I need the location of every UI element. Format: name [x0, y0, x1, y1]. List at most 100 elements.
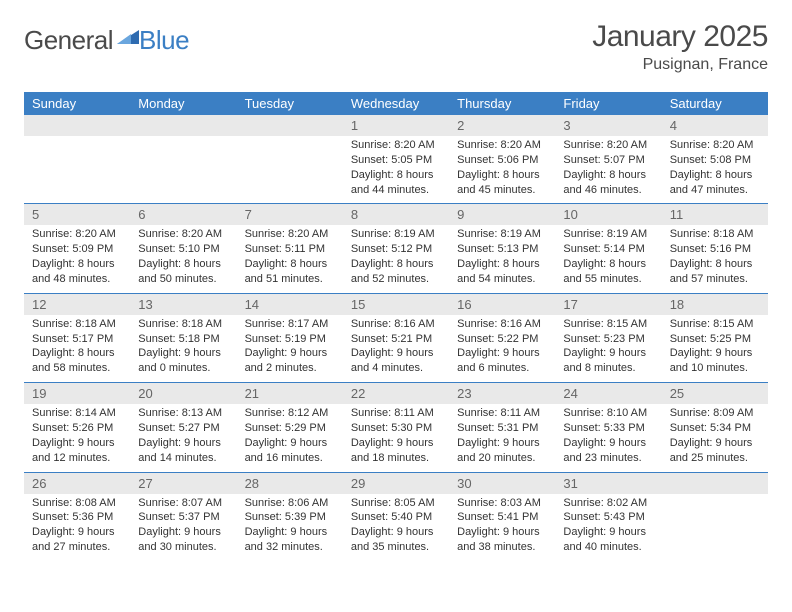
day-data: Sunrise: 8:17 AMSunset: 5:19 PMDaylight:…	[237, 315, 343, 382]
sunset-line: Sunset: 5:26 PM	[32, 421, 122, 436]
sunrise-line: Sunrise: 8:17 AM	[245, 317, 335, 332]
day-number: 27	[130, 473, 236, 494]
sunset-line: Sunset: 5:18 PM	[138, 332, 228, 347]
calendar-day-cell: 16Sunrise: 8:16 AMSunset: 5:22 PMDayligh…	[449, 293, 555, 382]
day-header: Tuesday	[237, 92, 343, 115]
daylight-line: Daylight: 8 hours and 50 minutes.	[138, 257, 228, 287]
daylight-line: Daylight: 8 hours and 55 minutes.	[563, 257, 653, 287]
day-number: 16	[449, 294, 555, 315]
sunrise-line: Sunrise: 8:20 AM	[138, 227, 228, 242]
calendar-day-cell	[237, 115, 343, 204]
sunrise-line: Sunrise: 8:18 AM	[138, 317, 228, 332]
daylight-line: Daylight: 8 hours and 46 minutes.	[563, 168, 653, 198]
day-number: 25	[662, 383, 768, 404]
day-data: Sunrise: 8:12 AMSunset: 5:29 PMDaylight:…	[237, 404, 343, 471]
day-number: 20	[130, 383, 236, 404]
sunset-line: Sunset: 5:37 PM	[138, 510, 228, 525]
calendar-day-cell: 25Sunrise: 8:09 AMSunset: 5:34 PMDayligh…	[662, 383, 768, 472]
sunrise-line: Sunrise: 8:02 AM	[563, 496, 653, 511]
sunset-line: Sunset: 5:39 PM	[245, 510, 335, 525]
sunset-line: Sunset: 5:09 PM	[32, 242, 122, 257]
day-number: 19	[24, 383, 130, 404]
day-number	[24, 115, 130, 136]
sunrise-line: Sunrise: 8:03 AM	[457, 496, 547, 511]
day-data: Sunrise: 8:16 AMSunset: 5:21 PMDaylight:…	[343, 315, 449, 382]
calendar-day-cell: 9Sunrise: 8:19 AMSunset: 5:13 PMDaylight…	[449, 204, 555, 293]
day-number: 13	[130, 294, 236, 315]
calendar-day-cell: 3Sunrise: 8:20 AMSunset: 5:07 PMDaylight…	[555, 115, 661, 204]
calendar-day-cell: 10Sunrise: 8:19 AMSunset: 5:14 PMDayligh…	[555, 204, 661, 293]
daylight-line: Daylight: 9 hours and 40 minutes.	[563, 525, 653, 555]
sunset-line: Sunset: 5:11 PM	[245, 242, 335, 257]
day-number: 17	[555, 294, 661, 315]
day-number: 21	[237, 383, 343, 404]
sunrise-line: Sunrise: 8:19 AM	[457, 227, 547, 242]
day-data: Sunrise: 8:13 AMSunset: 5:27 PMDaylight:…	[130, 404, 236, 471]
day-data: Sunrise: 8:15 AMSunset: 5:23 PMDaylight:…	[555, 315, 661, 382]
calendar-day-cell: 4Sunrise: 8:20 AMSunset: 5:08 PMDaylight…	[662, 115, 768, 204]
calendar-week-row: 1Sunrise: 8:20 AMSunset: 5:05 PMDaylight…	[24, 115, 768, 204]
daylight-line: Daylight: 8 hours and 51 minutes.	[245, 257, 335, 287]
sunrise-line: Sunrise: 8:15 AM	[563, 317, 653, 332]
day-number: 26	[24, 473, 130, 494]
calendar-day-cell: 13 Sunrise: 8:18 AMSunset: 5:18 PMDayligh…	[130, 293, 236, 382]
day-number: 29	[343, 473, 449, 494]
daylight-line: Daylight: 9 hours and 35 minutes.	[351, 525, 441, 555]
day-data: Sunrise: 8:18 AMSunset: 5:16 PMDaylight:…	[662, 225, 768, 292]
day-header: Sunday	[24, 92, 130, 115]
sunset-line: Sunset: 5:12 PM	[351, 242, 441, 257]
sunrise-line: Sunrise: 8:18 AM	[670, 227, 760, 242]
daylight-line: Daylight: 8 hours and 47 minutes.	[670, 168, 760, 198]
calendar-day-cell: 8Sunrise: 8:19 AMSunset: 5:12 PMDaylight…	[343, 204, 449, 293]
daylight-line: Daylight: 9 hours and 25 minutes.	[670, 436, 760, 466]
calendar-day-cell: 5Sunrise: 8:20 AMSunset: 5:09 PMDaylight…	[24, 204, 130, 293]
day-data: Sunrise: 8:15 AMSunset: 5:25 PMDaylight:…	[662, 315, 768, 382]
day-number	[662, 473, 768, 494]
daylight-line: Daylight: 9 hours and 2 minutes.	[245, 346, 335, 376]
sunset-line: Sunset: 5:23 PM	[563, 332, 653, 347]
calendar-day-cell	[662, 472, 768, 561]
daylight-line: Daylight: 9 hours and 16 minutes.	[245, 436, 335, 466]
sunrise-line: Sunrise: 8:16 AM	[351, 317, 441, 332]
day-data: Sunrise: 8:09 AMSunset: 5:34 PMDaylight:…	[662, 404, 768, 471]
day-data: Sunrise: 8:07 AMSunset: 5:37 PMDaylight:…	[130, 494, 236, 561]
day-data: Sunrise: 8:05 AMSunset: 5:40 PMDaylight:…	[343, 494, 449, 561]
daylight-line: Daylight: 8 hours and 44 minutes.	[351, 168, 441, 198]
day-number: 9	[449, 204, 555, 225]
calendar-day-cell: 26Sunrise: 8:08 AMSunset: 5:36 PMDayligh…	[24, 472, 130, 561]
daylight-line: Daylight: 8 hours and 54 minutes.	[457, 257, 547, 287]
day-data: Sunrise: 8:14 AMSunset: 5:26 PMDaylight:…	[24, 404, 130, 471]
sunrise-line: Sunrise: 8:09 AM	[670, 406, 760, 421]
sunset-line: Sunset: 5:33 PM	[563, 421, 653, 436]
day-number: 31	[555, 473, 661, 494]
logo-text-general: General	[24, 25, 113, 56]
sunrise-line: Sunrise: 8:20 AM	[245, 227, 335, 242]
day-data: Sunrise: 8:19 AMSunset: 5:14 PMDaylight:…	[555, 225, 661, 292]
calendar-day-cell: 19Sunrise: 8:14 AMSunset: 5:26 PMDayligh…	[24, 383, 130, 472]
day-number: 8	[343, 204, 449, 225]
daylight-line: Daylight: 9 hours and 8 minutes.	[563, 346, 653, 376]
sunset-line: Sunset: 5:08 PM	[670, 153, 760, 168]
calendar-day-cell: 18Sunrise: 8:15 AMSunset: 5:25 PMDayligh…	[662, 293, 768, 382]
day-number: 10	[555, 204, 661, 225]
daylight-line: Daylight: 9 hours and 10 minutes.	[670, 346, 760, 376]
sunset-line: Sunset: 5:27 PM	[138, 421, 228, 436]
calendar-day-cell: 6Sunrise: 8:20 AMSunset: 5:10 PMDaylight…	[130, 204, 236, 293]
daylight-line: Daylight: 9 hours and 0 minutes.	[138, 346, 228, 376]
calendar-day-cell: 22Sunrise: 8:11 AMSunset: 5:30 PMDayligh…	[343, 383, 449, 472]
sunset-line: Sunset: 5:07 PM	[563, 153, 653, 168]
day-number: 23	[449, 383, 555, 404]
calendar-day-cell: 7Sunrise: 8:20 AMSunset: 5:11 PMDaylight…	[237, 204, 343, 293]
day-number: 30	[449, 473, 555, 494]
sunrise-line: Sunrise: 8:05 AM	[351, 496, 441, 511]
calendar-week-row: 5Sunrise: 8:20 AMSunset: 5:09 PMDaylight…	[24, 204, 768, 293]
calendar-day-cell	[24, 115, 130, 204]
calendar-week-row: 19Sunrise: 8:14 AMSunset: 5:26 PMDayligh…	[24, 383, 768, 472]
day-data: Sunrise: 8:20 AMSunset: 5:05 PMDaylight:…	[343, 136, 449, 203]
calendar-day-cell: 31Sunrise: 8:02 AMSunset: 5:43 PMDayligh…	[555, 472, 661, 561]
sunrise-line: Sunrise: 8:13 AM	[138, 406, 228, 421]
daylight-line: Daylight: 9 hours and 30 minutes.	[138, 525, 228, 555]
day-data: Sunrise: 8:16 AMSunset: 5:22 PMDaylight:…	[449, 315, 555, 382]
day-number: 4	[662, 115, 768, 136]
sunset-line: Sunset: 5:19 PM	[245, 332, 335, 347]
